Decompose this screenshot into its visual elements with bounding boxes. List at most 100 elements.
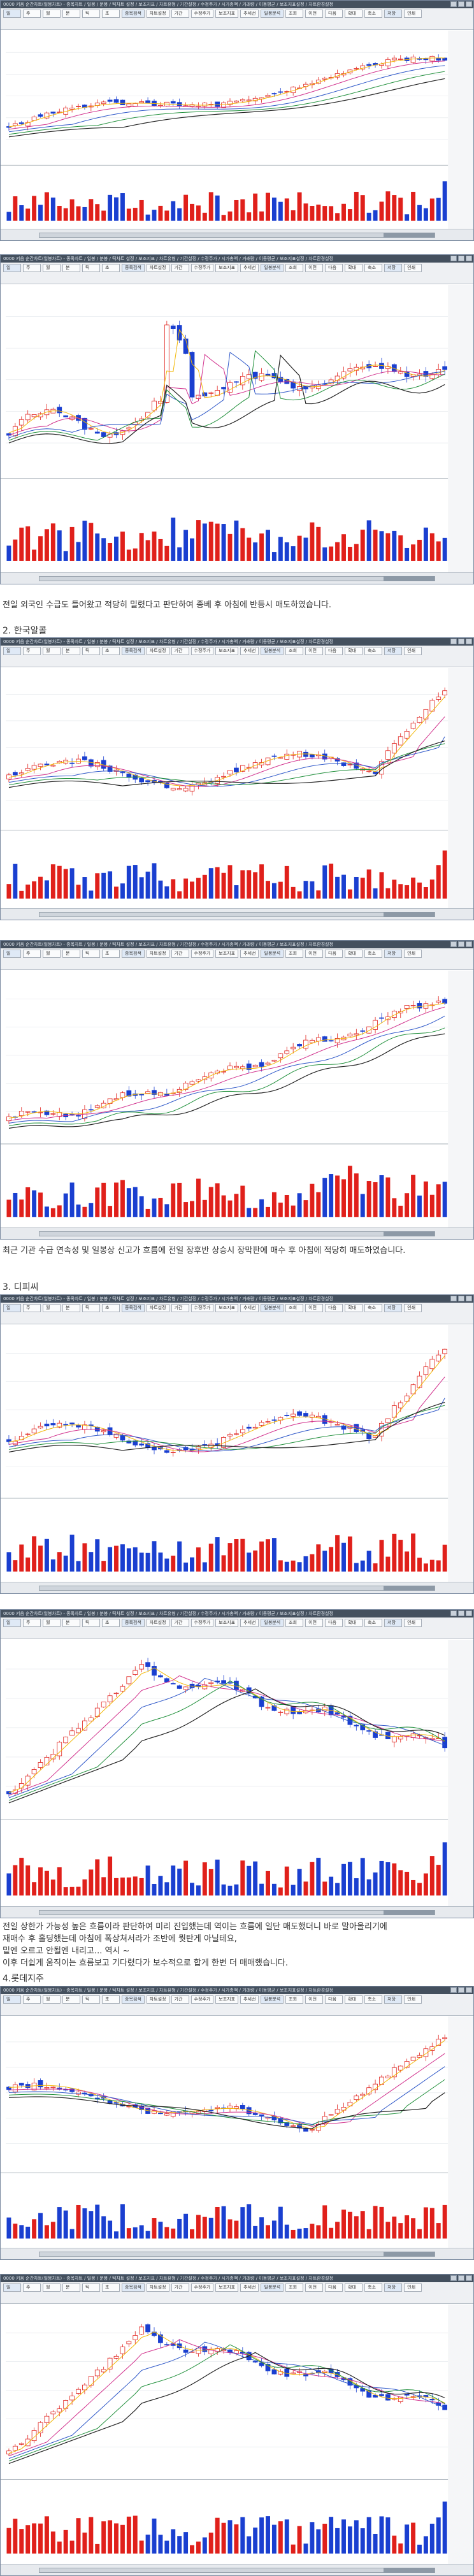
toolbar-button[interactable]: 분 [62, 1995, 80, 2004]
toolbar-button[interactable]: 기간 [171, 1304, 189, 1312]
toolbar-button[interactable]: 조회 [285, 10, 304, 18]
toolbar-button[interactable]: 이전 [305, 1995, 324, 2004]
toolbar-button[interactable]: 인쇄 [404, 1304, 422, 1312]
toolbar-button[interactable]: 틱 [82, 2283, 100, 2292]
chart-scrollbar[interactable] [1, 2248, 473, 2259]
toolbar-button[interactable]: 분 [62, 647, 80, 655]
toolbar-button[interactable]: 다음 [325, 10, 343, 18]
toolbar-button[interactable]: 주 [23, 2283, 41, 2292]
toolbar-button[interactable]: 종목검색 [122, 950, 145, 958]
toolbar-button[interactable]: 주 [23, 647, 41, 655]
chart-scrollbar[interactable] [1, 1582, 473, 1593]
toolbar-button[interactable]: 틱 [82, 264, 100, 272]
maximize-icon[interactable] [458, 2275, 464, 2281]
toolbar-button[interactable]: 이전 [305, 1304, 324, 1312]
close-icon[interactable] [466, 256, 472, 261]
toolbar-button[interactable]: 이전 [305, 950, 324, 958]
toolbar-button[interactable]: 초 [102, 1995, 120, 2004]
toolbar-button[interactable]: 조회 [285, 1619, 304, 1627]
minimize-icon[interactable] [450, 941, 457, 947]
toolbar-button[interactable]: 확대 [345, 2283, 363, 2292]
toolbar-button[interactable]: 일 [3, 1995, 21, 2004]
toolbar-button[interactable]: 저장 [384, 1619, 403, 1627]
toolbar-button[interactable]: 초 [102, 647, 120, 655]
toolbar-button[interactable]: 주 [23, 10, 41, 18]
toolbar-button[interactable]: 월 [43, 950, 61, 958]
toolbar-button[interactable]: 차트설정 [146, 1619, 169, 1627]
toolbar-button[interactable]: 인쇄 [404, 647, 422, 655]
toolbar-button[interactable]: 월 [43, 1995, 61, 2004]
toolbar-button[interactable]: 이전 [305, 647, 324, 655]
toolbar-button[interactable]: 이전 [305, 1619, 324, 1627]
toolbar-button[interactable]: 추세선 [240, 1995, 259, 2004]
toolbar-button[interactable]: 저장 [384, 1995, 403, 2004]
toolbar-button[interactable]: 보조지표 [215, 1619, 239, 1627]
minimize-icon[interactable] [450, 639, 457, 644]
toolbar-button[interactable]: 추세선 [240, 950, 259, 958]
toolbar-button[interactable]: 차트설정 [146, 1995, 169, 2004]
toolbar-button[interactable]: 종목검색 [122, 1619, 145, 1627]
toolbar-button[interactable]: 초 [102, 950, 120, 958]
toolbar-button[interactable]: 분 [62, 264, 80, 272]
maximize-icon[interactable] [458, 639, 464, 644]
toolbar-button[interactable]: 틱 [82, 1619, 100, 1627]
toolbar-button[interactable]: 월 [43, 2283, 61, 2292]
toolbar-button[interactable]: 확대 [345, 647, 363, 655]
toolbar-button[interactable]: 확대 [345, 1619, 363, 1627]
toolbar-button[interactable]: 추세선 [240, 1304, 259, 1312]
toolbar-button[interactable]: 주 [23, 1995, 41, 2004]
toolbar-button[interactable]: 저장 [384, 1304, 403, 1312]
toolbar-button[interactable]: 기간 [171, 10, 189, 18]
toolbar-button[interactable]: 분 [62, 10, 80, 18]
toolbar-button[interactable]: 수정주가 [190, 2283, 214, 2292]
toolbar-button[interactable]: 다음 [325, 1619, 343, 1627]
toolbar-button[interactable]: 차트설정 [146, 950, 169, 958]
candlestick-chart-area[interactable] [1, 2016, 473, 2248]
toolbar-button[interactable]: 확대 [345, 10, 363, 18]
toolbar-button[interactable]: 틱 [82, 647, 100, 655]
toolbar-button[interactable]: 분 [62, 1304, 80, 1312]
close-icon[interactable] [466, 639, 472, 644]
candlestick-chart-area[interactable] [1, 668, 473, 908]
toolbar-button[interactable]: 수정주가 [190, 10, 214, 18]
toolbar-button[interactable]: 일 [3, 1619, 21, 1627]
toolbar-button[interactable]: 월 [43, 10, 61, 18]
minimize-icon[interactable] [450, 1987, 457, 1993]
toolbar-button[interactable]: 확대 [345, 950, 363, 958]
chart-scrollbar[interactable] [1, 908, 473, 920]
toolbar-button[interactable]: 주 [23, 1304, 41, 1312]
toolbar-button[interactable]: 기간 [171, 2283, 189, 2292]
toolbar-button[interactable]: 차트설정 [146, 10, 169, 18]
toolbar-button[interactable]: 인쇄 [404, 1619, 422, 1627]
toolbar-button[interactable]: 수정주가 [190, 1304, 214, 1312]
toolbar-button[interactable]: 보조지표 [215, 1304, 239, 1312]
toolbar-button[interactable]: 틱 [82, 10, 100, 18]
toolbar-button[interactable]: 다음 [325, 264, 343, 272]
scrollbar-thumb[interactable] [384, 1586, 434, 1591]
scrollbar-thumb[interactable] [384, 576, 434, 581]
toolbar-button[interactable]: 조회 [285, 264, 304, 272]
toolbar-button[interactable]: 종목검색 [122, 647, 145, 655]
toolbar-button[interactable]: 초 [102, 2283, 120, 2292]
minimize-icon[interactable] [450, 1610, 457, 1616]
maximize-icon[interactable] [458, 1987, 464, 1993]
scrollbar-thumb[interactable] [384, 233, 434, 238]
candlestick-chart-area[interactable] [1, 31, 473, 229]
toolbar-button[interactable]: 다음 [325, 2283, 343, 2292]
chart-scrollbar[interactable] [1, 1227, 473, 1239]
toolbar-button[interactable]: 일 [3, 264, 21, 272]
maximize-icon[interactable] [458, 1296, 464, 1301]
close-icon[interactable] [466, 1987, 472, 1993]
toolbar-button[interactable]: 차트설정 [146, 1304, 169, 1312]
toolbar-button[interactable]: 월 [43, 264, 61, 272]
scrollbar-thumb[interactable] [384, 1231, 434, 1236]
toolbar-button[interactable]: 추세선 [240, 1619, 259, 1627]
toolbar-button[interactable]: 초 [102, 1619, 120, 1627]
toolbar-button[interactable]: 추세선 [240, 2283, 259, 2292]
minimize-icon[interactable] [450, 1, 457, 7]
close-icon[interactable] [466, 1610, 472, 1616]
toolbar-button[interactable]: 보조지표 [215, 647, 239, 655]
toolbar-button[interactable]: 다음 [325, 1995, 343, 2004]
toolbar-button[interactable]: 일봉분석 [261, 264, 284, 272]
toolbar-button[interactable]: 이전 [305, 264, 324, 272]
